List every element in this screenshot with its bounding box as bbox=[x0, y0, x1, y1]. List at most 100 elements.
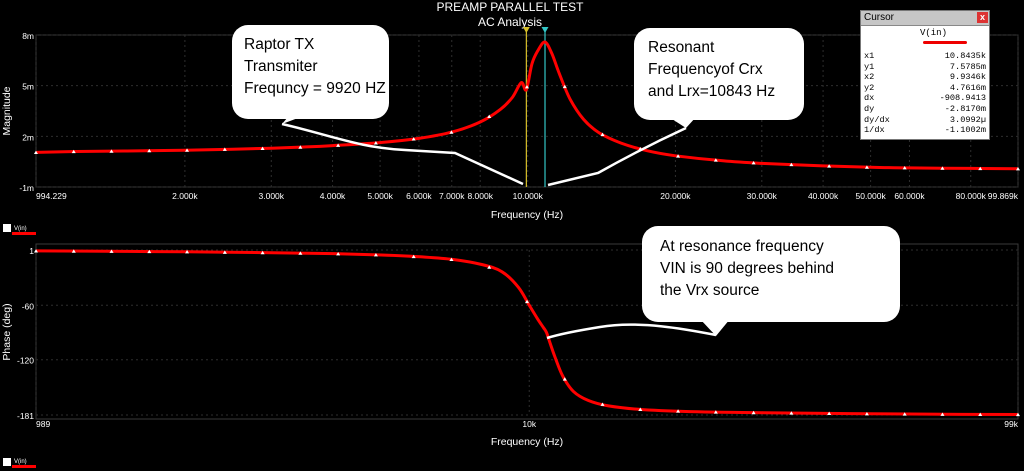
series-marker bbox=[940, 166, 945, 170]
x-tick-label: 30.000k bbox=[747, 191, 778, 201]
callout-raptor-bubble bbox=[232, 25, 389, 119]
x-tick-label: 99.869k bbox=[988, 191, 1019, 201]
series-marker bbox=[449, 257, 454, 261]
series-marker bbox=[864, 411, 869, 416]
series-marker bbox=[751, 161, 756, 165]
x-tick-label: 2.000k bbox=[172, 191, 198, 201]
cursor-row-label: dx bbox=[864, 93, 875, 104]
cursor-row-value: 7.5785m bbox=[949, 61, 986, 72]
callout-resonant-pointer bbox=[547, 126, 687, 187]
cursor-row-label: x1 bbox=[864, 51, 875, 61]
callout-resonance-line2: VIN is 90 degrees behind bbox=[660, 260, 834, 277]
series-marker bbox=[902, 412, 907, 416]
cursor-row-label: y2 bbox=[864, 82, 875, 93]
series-marker bbox=[676, 154, 681, 158]
callout-resonance: At resonance frequency VIN is 90 degrees… bbox=[546, 226, 900, 340]
callout-resonance-line3: the Vrx source bbox=[660, 282, 759, 299]
series-marker bbox=[373, 141, 378, 145]
y-tick-label: 8m bbox=[22, 31, 34, 41]
x-tick-label: 4.000k bbox=[320, 191, 346, 201]
cursor-handle-x1[interactable] bbox=[541, 27, 549, 33]
series-marker bbox=[298, 145, 303, 149]
series-line-vin[interactable] bbox=[35, 249, 1019, 416]
phase-legend-label: V(in) bbox=[14, 459, 27, 465]
series-marker bbox=[222, 147, 227, 151]
callout-raptor-line2: Transmiter bbox=[244, 58, 318, 75]
cursor-window-titlebar[interactable]: Cursor x bbox=[861, 11, 989, 26]
series-marker bbox=[185, 250, 190, 254]
y-tick-label: -1m bbox=[19, 183, 34, 193]
series-marker bbox=[789, 411, 794, 415]
cursor-handle-x2[interactable] bbox=[522, 27, 530, 33]
phase-xlabel: Frequency (Hz) bbox=[491, 436, 563, 448]
series-marker bbox=[600, 402, 605, 406]
x-tick-label: 989 bbox=[36, 419, 50, 429]
series-marker bbox=[222, 250, 227, 254]
cursor-row: y2 4.7616m bbox=[864, 83, 986, 94]
series-marker bbox=[298, 251, 303, 255]
cursor-window[interactable]: Cursor x V(in) x1 10.8435k y1 7.5785m x2 9.93… bbox=[860, 10, 990, 140]
series-marker bbox=[185, 148, 190, 152]
series-marker bbox=[940, 412, 945, 416]
magnitude-ylabel: Magnitude bbox=[1, 86, 13, 135]
cursor-window-title: Cursor bbox=[864, 12, 895, 23]
cursor-signal-color bbox=[923, 41, 967, 44]
cursor-row-value: 4.7616m bbox=[949, 82, 986, 93]
magnitude-legend-checkbox[interactable] bbox=[3, 224, 11, 232]
callout-resonant-line3: and Lrx=10843 Hz bbox=[648, 83, 775, 100]
chart-title: PREAMP PARALLEL TEST bbox=[437, 0, 585, 14]
x-tick-label: 10k bbox=[522, 419, 536, 429]
cursor-row-value: 10.8435k bbox=[944, 51, 986, 61]
series-marker bbox=[562, 377, 567, 381]
series-marker bbox=[1016, 412, 1020, 417]
callout-raptor-line3: Frequncy = 9920 HZ bbox=[244, 80, 386, 97]
series-marker bbox=[71, 249, 76, 253]
series-marker bbox=[147, 249, 152, 254]
series-marker bbox=[260, 146, 265, 150]
series-marker bbox=[260, 250, 265, 255]
cursor-row: 1/dx -1.1002m bbox=[864, 125, 986, 136]
x-tick-label: 6.000k bbox=[406, 191, 432, 201]
cursor-readout-table: x1 10.8435k y1 7.5785m x2 9.9346k y2 4.7616m dx -… bbox=[864, 51, 986, 136]
series-line-vin[interactable] bbox=[35, 40, 1019, 171]
series-marker bbox=[827, 164, 832, 168]
x-tick-label: 3.000k bbox=[259, 191, 285, 201]
phase-legend-checkbox[interactable] bbox=[3, 458, 11, 466]
series-marker bbox=[524, 85, 529, 89]
y-tick-label: 5m bbox=[22, 82, 34, 92]
series-marker bbox=[978, 166, 983, 171]
series-marker bbox=[1016, 166, 1020, 171]
cursor-row-label: dy bbox=[864, 103, 875, 114]
magnitude-xlabel: Frequency (Hz) bbox=[491, 209, 563, 221]
series-marker bbox=[449, 130, 454, 134]
callout-resonant-line2: Frequencyof Crx bbox=[648, 61, 763, 78]
close-icon[interactable]: x bbox=[977, 12, 988, 23]
series-marker bbox=[109, 149, 114, 153]
x-tick-label: 40.000k bbox=[808, 191, 839, 201]
y-tick-label: 2m bbox=[22, 132, 34, 142]
series-marker bbox=[336, 251, 341, 256]
callout-resonance-line1: At resonance frequency bbox=[660, 238, 824, 255]
series-marker bbox=[713, 410, 718, 414]
cursor-row-value: -908.9413 bbox=[939, 93, 986, 104]
y-tick-label: 1 bbox=[29, 246, 34, 256]
callout-resonant-line1: Resonant bbox=[648, 39, 715, 56]
callout-resonant: Resonant Frequencyof Crx and Lrx=10843 H… bbox=[547, 28, 804, 187]
x-tick-label: 60.000k bbox=[894, 191, 925, 201]
cursor-row: x2 9.9346k bbox=[864, 72, 986, 83]
series-marker bbox=[676, 409, 681, 413]
series-marker bbox=[373, 253, 378, 257]
cursor-row: dx -908.9413 bbox=[864, 93, 986, 104]
chart-subtitle: AC Analysis bbox=[478, 15, 542, 29]
cursor-row-value: -1.1002m bbox=[944, 125, 986, 136]
x-tick-label: 8.000k bbox=[467, 191, 493, 201]
y-tick-label: -60 bbox=[22, 301, 35, 311]
magnitude-legend-label: V(in) bbox=[14, 226, 27, 232]
cursor-row-label: dy/dx bbox=[864, 114, 890, 125]
series-marker bbox=[525, 299, 529, 304]
x-tick-label: 7.000k bbox=[439, 191, 465, 201]
cursor-row-label: y1 bbox=[864, 61, 875, 72]
